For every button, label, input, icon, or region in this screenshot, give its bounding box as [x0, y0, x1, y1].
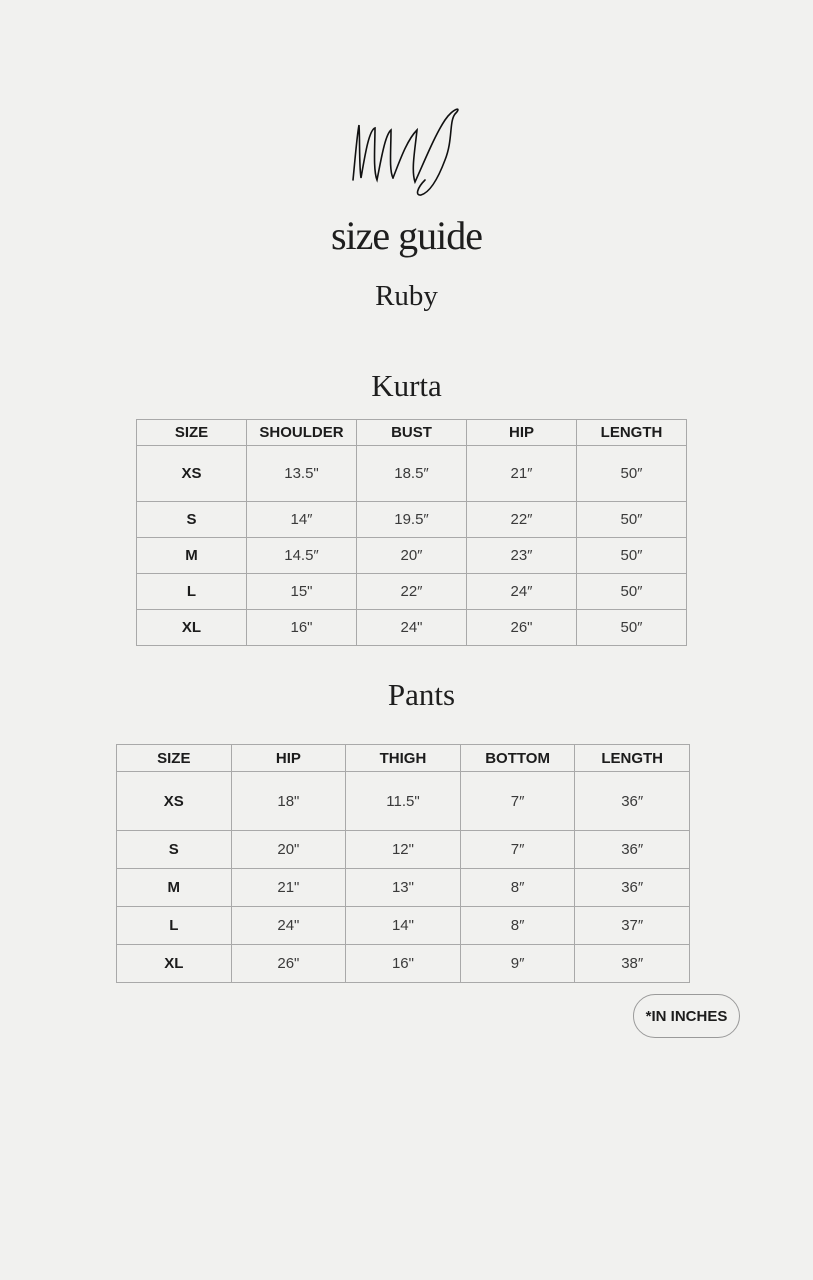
column-header: BOTTOM: [459, 744, 576, 772]
column-header: SHOULDER: [246, 419, 357, 446]
measurement-cell: 21″: [466, 445, 577, 502]
measurement-cell: 16": [246, 609, 357, 646]
table-row: M 21" 13" 8″ 36″: [116, 868, 690, 907]
column-header: BUST: [356, 419, 467, 446]
measurement-cell: 14″: [246, 501, 357, 538]
measurement-cell: 24″: [466, 573, 577, 610]
measurement-cell: 20": [230, 830, 347, 869]
size-cell: M: [136, 537, 247, 574]
measurement-cell: 20″: [356, 537, 467, 574]
measurement-cell: 16": [345, 944, 461, 983]
measurement-cell: 9″: [459, 944, 576, 983]
size-cell: XL: [116, 944, 232, 983]
page-title: size guide: [330, 213, 483, 258]
signature-logo-icon: [352, 108, 459, 196]
measurement-cell: 22″: [466, 501, 577, 538]
product-name: Ruby: [375, 280, 438, 312]
measurement-cell: 36″: [574, 771, 690, 831]
measurement-cell: 8″: [459, 868, 576, 907]
units-note-badge: *IN INCHES: [633, 994, 740, 1038]
size-cell: L: [116, 906, 232, 945]
measurement-cell: 24": [230, 906, 347, 945]
size-cell: S: [136, 501, 247, 538]
table-row: L 24" 14" 8″ 37″: [116, 906, 690, 945]
measurement-cell: 50″: [576, 609, 687, 646]
column-header: SIZE: [116, 744, 232, 772]
table-row: S 14″ 19.5″ 22″ 50″: [136, 501, 687, 538]
table-row: L 15" 22″ 24″ 50″: [136, 573, 687, 610]
measurement-cell: 14.5″: [246, 537, 357, 574]
measurement-cell: 11.5": [345, 771, 461, 831]
measurement-cell: 24": [356, 609, 467, 646]
measurement-cell: 36″: [574, 868, 690, 907]
measurement-cell: 23″: [466, 537, 577, 574]
measurement-cell: 13.5": [246, 445, 357, 502]
kurta-size-table: SIZE SHOULDER BUST HIP LENGTH XS 13.5" 18.…: [136, 419, 687, 646]
measurement-cell: 26": [466, 609, 577, 646]
table-row: XL 16" 24" 26" 50″: [136, 609, 687, 646]
measurement-cell: 21": [230, 868, 347, 907]
measurement-cell: 18": [230, 771, 347, 831]
kurta-heading: Kurta: [371, 368, 442, 403]
measurement-cell: 18.5″: [356, 445, 467, 502]
table-row: XL 26" 16" 9″ 38″: [116, 944, 690, 983]
size-cell: XL: [136, 609, 247, 646]
column-header: HIP: [466, 419, 577, 446]
measurement-cell: 50″: [576, 445, 687, 502]
pants-heading: Pants: [387, 677, 456, 712]
column-header: SIZE: [136, 419, 247, 446]
measurement-cell: 50″: [576, 501, 687, 538]
column-header: HIP: [230, 744, 347, 772]
measurement-cell: 14": [345, 906, 461, 945]
measurement-cell: 50″: [576, 573, 687, 610]
measurement-cell: 37″: [574, 906, 690, 945]
measurement-cell: 22″: [356, 573, 467, 610]
measurement-cell: 7″: [459, 771, 576, 831]
measurement-cell: 7″: [459, 830, 576, 869]
table-row: M 14.5″ 20″ 23″ 50″: [136, 537, 687, 574]
size-cell: L: [136, 573, 247, 610]
table-row: XS 13.5" 18.5″ 21″ 50″: [136, 445, 687, 502]
measurement-cell: 8″: [459, 906, 576, 945]
measurement-cell: 13": [345, 868, 461, 907]
pants-size-table: SIZE HIP THIGH BOTTOM LENGTH XS 18" 11.5" 7…: [116, 744, 690, 983]
size-cell: XS: [136, 445, 247, 502]
table-header-row: SIZE HIP THIGH BOTTOM LENGTH: [116, 744, 690, 772]
measurement-cell: 19.5″: [356, 501, 467, 538]
measurement-cell: 50″: [576, 537, 687, 574]
measurement-cell: 12": [345, 830, 461, 869]
table-row: XS 18" 11.5" 7″ 36″: [116, 771, 690, 831]
column-header: LENGTH: [574, 744, 690, 772]
measurement-cell: 36″: [574, 830, 690, 869]
table-row: S 20" 12" 7″ 36″: [116, 830, 690, 869]
column-header: THIGH: [345, 744, 461, 772]
size-cell: XS: [116, 771, 232, 831]
column-header: LENGTH: [576, 419, 687, 446]
measurement-cell: 38″: [574, 944, 690, 983]
table-header-row: SIZE SHOULDER BUST HIP LENGTH: [136, 419, 687, 446]
measurement-cell: 15": [246, 573, 357, 610]
measurement-cell: 26": [230, 944, 347, 983]
size-cell: M: [116, 868, 232, 907]
size-cell: S: [116, 830, 232, 869]
